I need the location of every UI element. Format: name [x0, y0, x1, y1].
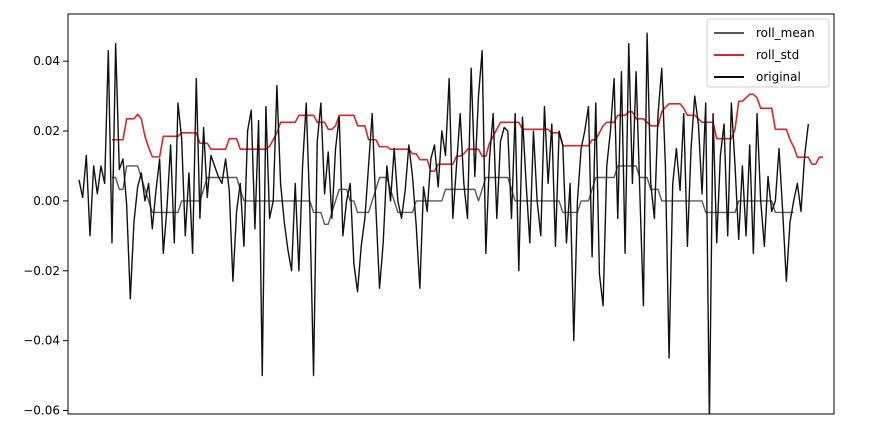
y-tick-label: −0.04 — [23, 334, 60, 348]
plot-frame — [67, 13, 835, 415]
y-axis: 0.04 0.02 0.00 −0.02 −0.04 −0.06 — [23, 54, 68, 418]
y-tick-label: 0.00 — [33, 194, 60, 208]
y-tick-label: 0.02 — [33, 124, 60, 138]
legend-label-roll-std: roll_std — [756, 48, 799, 62]
y-tick-label: 0.04 — [33, 54, 60, 68]
y-tick-label: −0.02 — [23, 264, 60, 278]
legend: roll_mean roll_std original — [706, 18, 830, 88]
legend-label-roll-mean: roll_mean — [756, 26, 815, 40]
y-tick-label: −0.06 — [23, 404, 60, 418]
legend-label-original: original — [756, 70, 801, 84]
series-line-original — [78, 32, 810, 414]
legend-box — [706, 18, 830, 88]
series-layer — [78, 32, 823, 414]
series-line-roll-mean — [111, 165, 794, 226]
